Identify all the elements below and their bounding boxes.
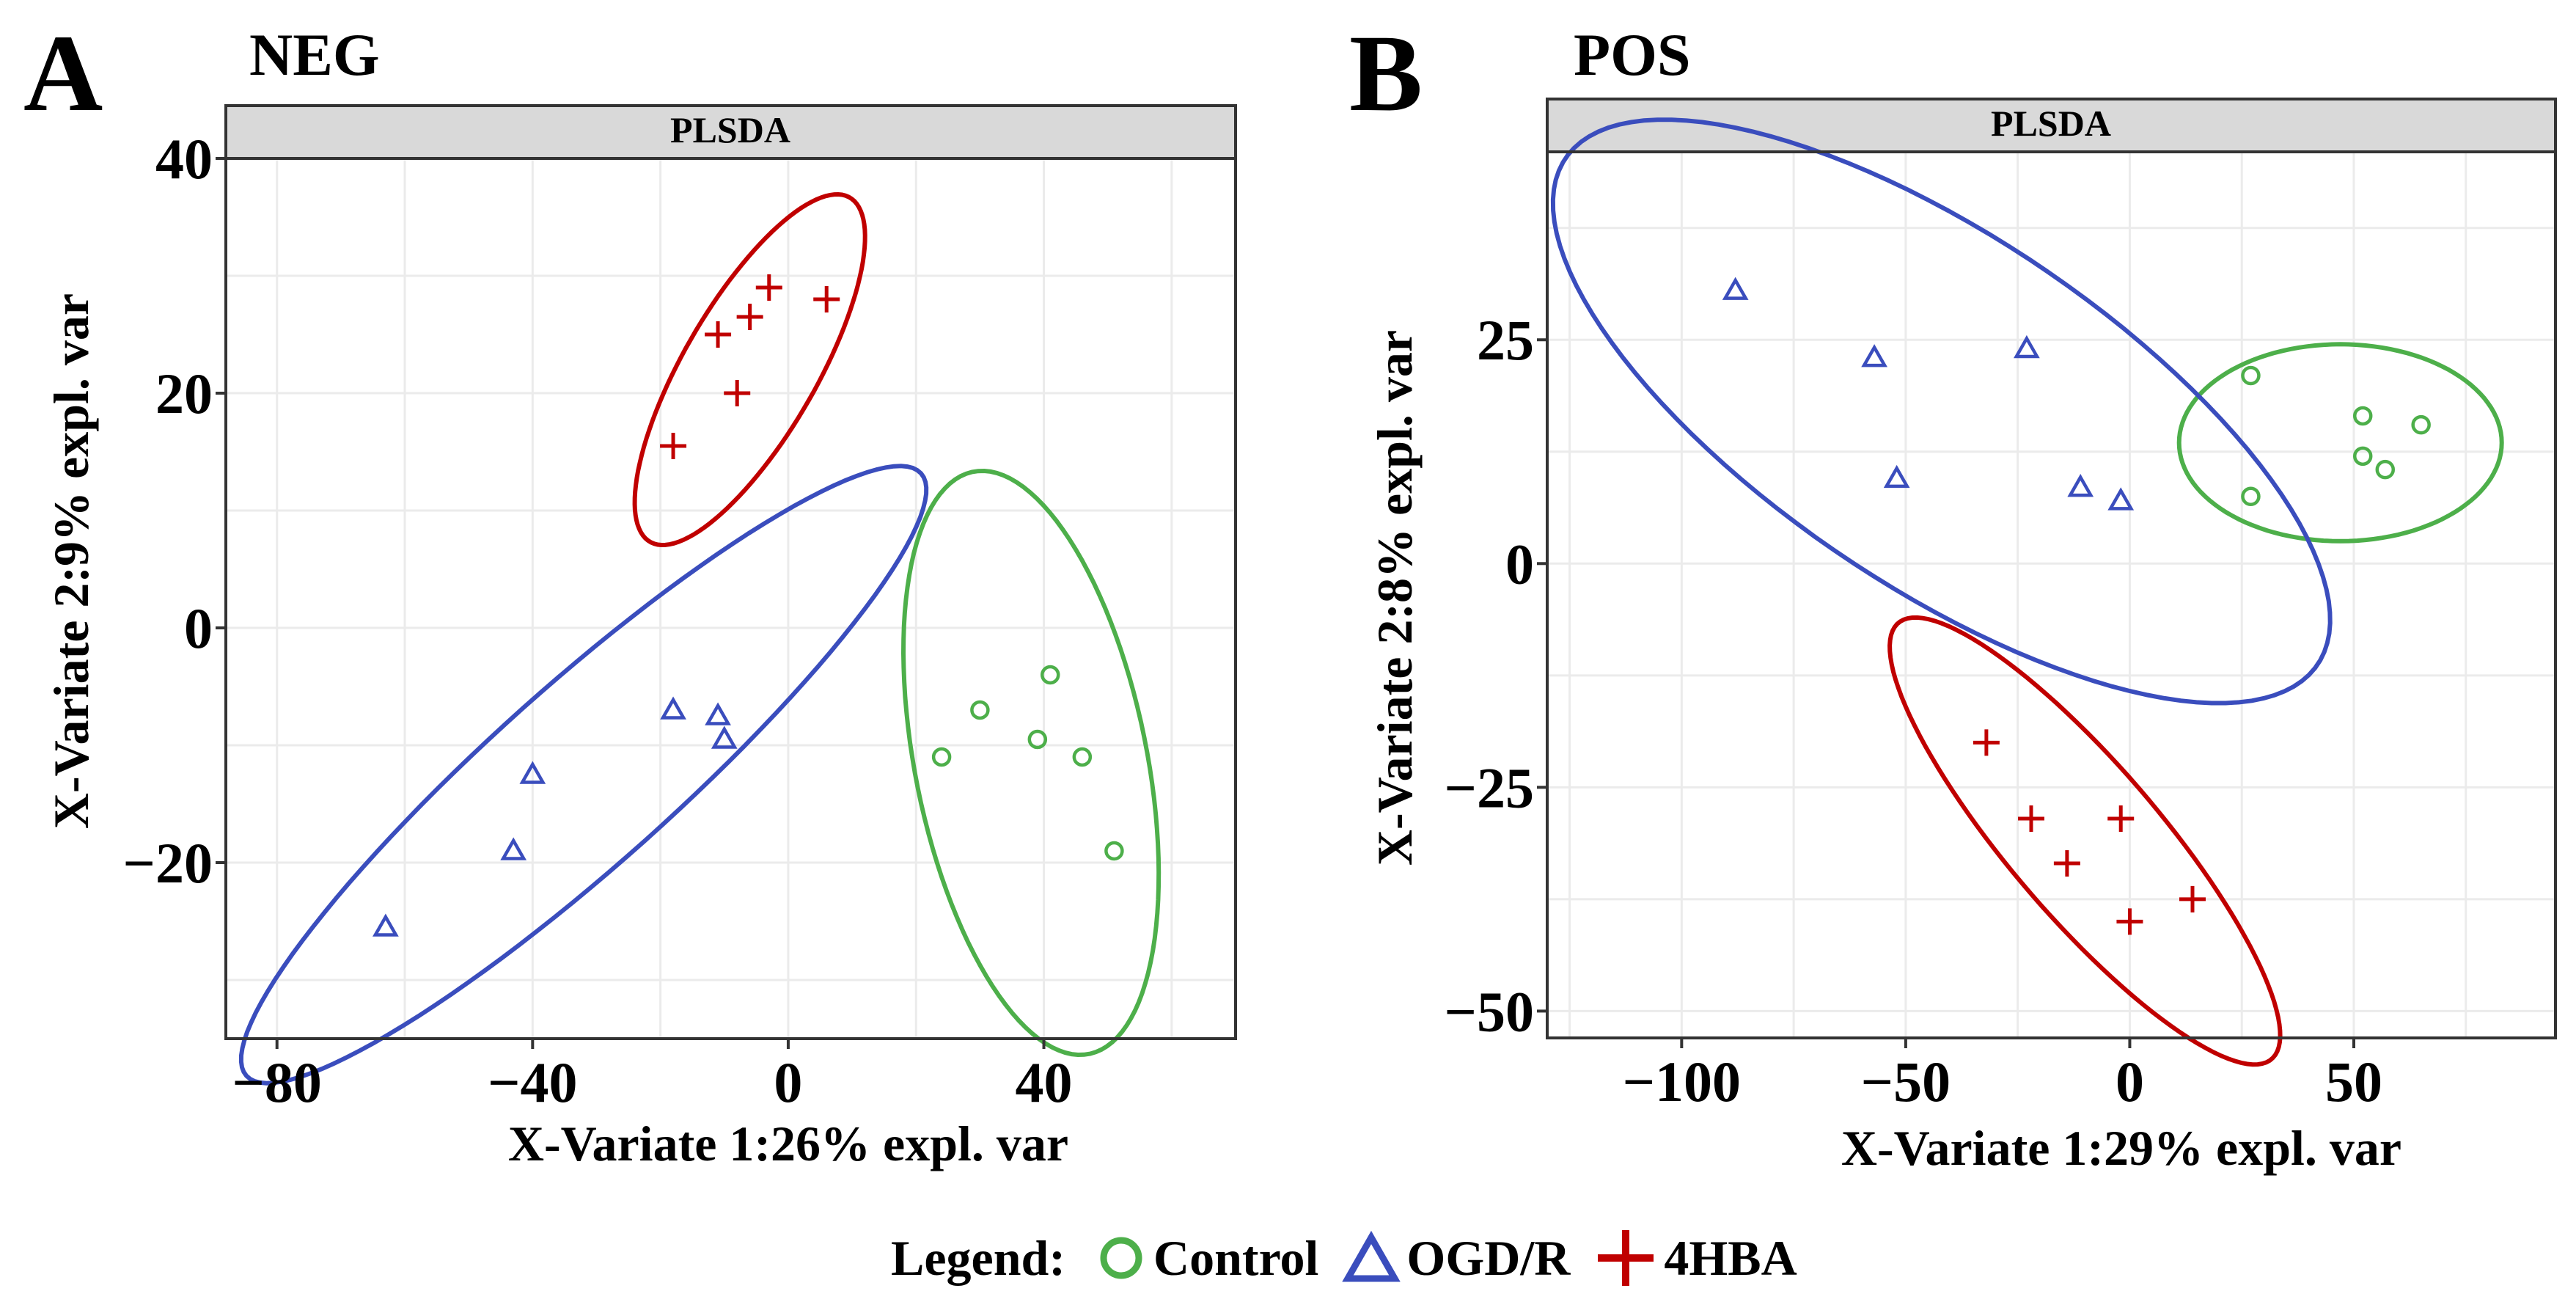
panel-a-y-tick-label: −20 [123, 831, 213, 895]
panel-a-point-control [1104, 841, 1124, 861]
legend-item-ogdr: OGD/R [1340, 1229, 1570, 1287]
legend-circle-marker [1100, 1237, 1142, 1279]
panel-a-x-ticks: −80 −40 0 40 [232, 1039, 1073, 1114]
panel-a-point-ogdr [705, 702, 731, 725]
legend-item-4hba: 4HBA [1592, 1224, 1797, 1292]
panel-b-plot-border [1546, 150, 2557, 1039]
panel-a-letter: A [23, 12, 103, 134]
panel-b-points [1722, 277, 2431, 935]
panel-b-y-axis-label: X-Variate 2:8% expl. var [1367, 330, 1423, 866]
legend-title: Legend: [891, 1229, 1065, 1286]
legend-label-4hba: 4HBA [1664, 1229, 1797, 1286]
panel-a-y-tick-label: 20 [155, 362, 213, 425]
panel-a-ellipse-control [900, 468, 1162, 1058]
panel-a-y-axis-label: X-Variate 2:9% expl. var [43, 293, 99, 829]
panel-a-point-control [1041, 665, 1060, 685]
panel-a-x-tick-label: −80 [232, 1050, 321, 1114]
panel-a-point-4hba [736, 304, 763, 330]
panel-b-point-control [2352, 446, 2373, 467]
panel-a-strip [224, 104, 1237, 160]
panel-a-point-ogdr [660, 696, 686, 720]
panel-b-ellipses [1550, 117, 2504, 1067]
panel-a-point-4hba [724, 380, 751, 406]
panel-a-point-4hba [813, 286, 840, 312]
panel-a-points [373, 274, 1124, 937]
panel-b-x-axis-label: X-Variate 1:29% expl. var [1841, 1120, 2401, 1176]
panel-b-point-ogdr [1722, 277, 1749, 300]
legend-label-ogdr: OGD/R [1406, 1229, 1571, 1286]
panel-a-strip-label: PLSDA [670, 109, 790, 150]
panel-b-point-4hba [2053, 850, 2080, 877]
legend-triangle-marker [1342, 1230, 1401, 1282]
panel-b-y-tick-label: 25 [1477, 308, 1534, 372]
panel-a-ellipse-4hba [632, 191, 867, 548]
panel-a-ellipse-ogdr [238, 464, 929, 1086]
panel-a-x-tick-label: 40 [1016, 1050, 1073, 1114]
legend-item-control: Control [1093, 1229, 1318, 1287]
panel-a-x-tick-label: −40 [488, 1050, 577, 1114]
legend-triangle-icon [1342, 1230, 1401, 1282]
panel-b-ellipse-control [2176, 342, 2504, 544]
panel-b-strip-label: PLSDA [1991, 103, 2111, 144]
panel-b-x-tick-label: −50 [1861, 1050, 1951, 1113]
panel-a-point-ogdr [519, 761, 546, 784]
panel-b-point-control [2241, 365, 2261, 386]
panel-b-point-4hba [2116, 908, 2143, 935]
panel-b-point-ogdr [2014, 334, 2040, 359]
panel-b-y-tick-label: 0 [1505, 532, 1534, 596]
panel-b-point-ogdr [1861, 344, 1887, 367]
panel-a-ellipses [238, 191, 1162, 1086]
panel-a-y-ticks: −20 0 20 40 [123, 127, 226, 895]
panel-a-point-ogdr [711, 725, 738, 749]
panel-b-title: POS [1574, 21, 1690, 88]
panel-b-x-ticks: −100 −50 0 50 [1623, 1038, 2382, 1113]
panel-a-point-control [1072, 747, 1093, 767]
panel-a-point-4hba [705, 321, 732, 348]
panel-b-x-tick-label: 50 [2325, 1050, 2382, 1113]
panel-b-ellipse-ogdr [1550, 117, 2333, 706]
panel-a-y-tick-label: 0 [184, 596, 213, 660]
panel-b-y-tick-label: −25 [1445, 756, 1534, 819]
panel-a-plot-border [224, 157, 1237, 1040]
panel-a: A NEG PLSDA −80 −40 0 40 −20 0 20 40 X-Variate… [23, 12, 1237, 1171]
panel-a-y-tick-label: 40 [155, 127, 213, 191]
panel-a-point-4hba [755, 274, 782, 301]
panel-a-point-control [1027, 729, 1048, 750]
panel-b-point-ogdr [2107, 487, 2135, 511]
panel-b-letter: B [1349, 12, 1423, 134]
panel-b-x-tick-label: −100 [1623, 1050, 1741, 1113]
legend: Legend: Control OGD/R 4HBA [891, 1221, 1797, 1295]
panel-b-point-control [2375, 459, 2396, 480]
panel-a-title: NEG [249, 21, 380, 88]
legend-plus-icon [1598, 1230, 1654, 1286]
panel-b-point-ogdr [2067, 474, 2094, 497]
panel-a-point-control [970, 700, 990, 720]
panel-b-point-control [2352, 406, 2373, 426]
panel-b-point-control [2411, 414, 2431, 435]
panel-b-point-4hba [2018, 805, 2044, 833]
panel-b-y-tick-label: −50 [1445, 979, 1534, 1043]
panel-a-grid [226, 157, 1236, 1039]
panel-b-point-4hba [1973, 729, 2000, 756]
panel-a-x-axis-label: X-Variate 1:26% expl. var [508, 1116, 1068, 1171]
panel-b-ellipse-4hba [1887, 615, 2283, 1067]
panel-a-point-ogdr [373, 913, 399, 937]
panel-b: B POS PLSDA −100 −50 0 50 −50 −25 0 25 X-Varia… [1349, 12, 2557, 1176]
legend-circle-icon [1100, 1237, 1142, 1279]
panel-b-y-ticks: −50 −25 0 25 [1445, 308, 1547, 1043]
panel-b-point-control [2241, 486, 2261, 507]
panel-a-point-4hba [660, 433, 687, 459]
panel-b-x-tick-label: 0 [2116, 1050, 2144, 1113]
panel-b-point-4hba [2179, 885, 2206, 912]
panel-a-point-ogdr [500, 837, 527, 860]
panel-a-x-tick-label: 0 [774, 1050, 802, 1114]
panel-b-grid [1547, 152, 2555, 1038]
legend-label-control: Control [1153, 1229, 1319, 1286]
panel-b-point-ogdr [1883, 464, 1910, 489]
panel-a-point-control [931, 747, 952, 767]
panel-b-point-4hba [2107, 805, 2135, 833]
